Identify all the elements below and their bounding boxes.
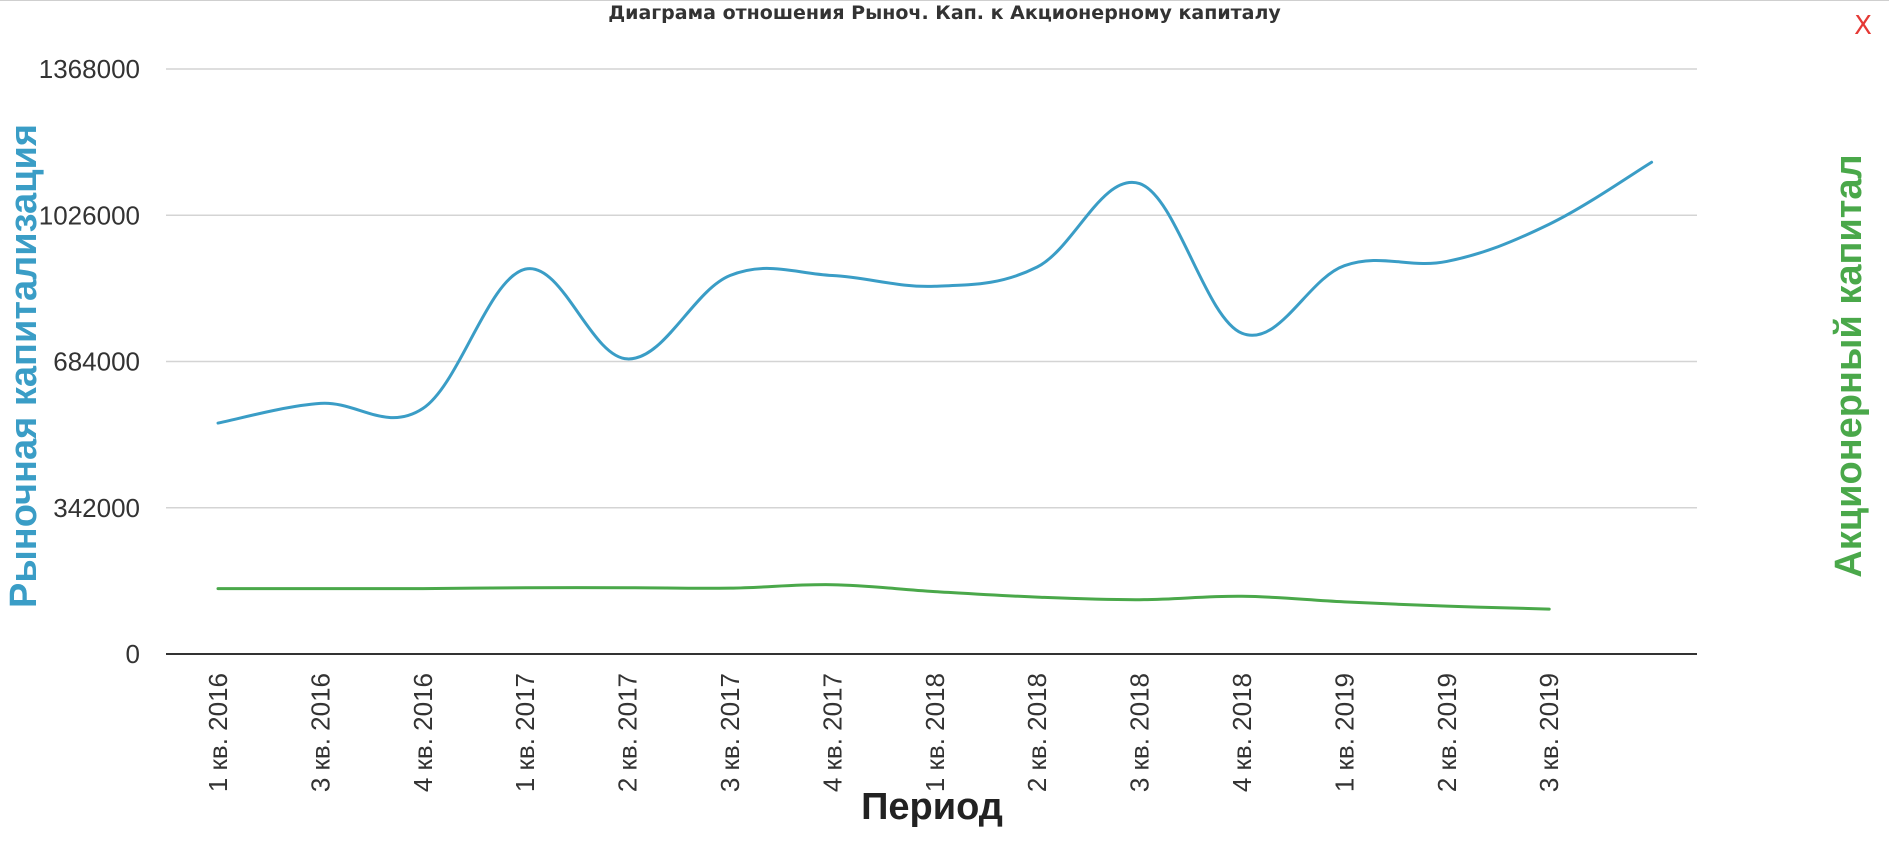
- x-tick-label: 3 кв. 2017: [715, 673, 745, 792]
- y-tick-label: 684000: [53, 347, 140, 377]
- equity-series-line: [216, 583, 1551, 611]
- x-tick-label: 3 кв. 2019: [1534, 673, 1564, 792]
- x-axis-title: Период: [861, 786, 1003, 828]
- x-tick-label: 1 кв. 2018: [920, 673, 950, 792]
- x-tick-label: 4 кв. 2017: [817, 673, 847, 792]
- x-tick-label: 4 кв. 2016: [408, 673, 438, 792]
- x-tick-label: 2 кв. 2018: [1022, 673, 1052, 792]
- x-tick-label: 4 кв. 2018: [1227, 673, 1257, 792]
- y-tick-label: 342000: [53, 493, 140, 523]
- y-tick-label: 0: [126, 639, 140, 669]
- left-y-axis-title: Рыночная капитализация: [3, 124, 45, 608]
- x-tick-label: 3 кв. 2018: [1125, 673, 1155, 792]
- y-tick-label: 1368000: [39, 54, 140, 84]
- right-y-axis-title: Акционерный капитал: [1828, 154, 1870, 577]
- grid-lines: [166, 68, 1697, 655]
- x-tick-label: 3 кв. 2016: [305, 673, 335, 792]
- close-button[interactable]: X: [1851, 11, 1875, 41]
- x-tick-label: 1 кв. 2019: [1329, 673, 1359, 792]
- market-cap-series-line: [216, 160, 1654, 425]
- axis-labels: Период Рыночная капитализация Акционерный …: [3, 124, 1870, 828]
- y-axis-ticks: 0 342000 684000 1026000 1368000: [39, 54, 140, 669]
- y-tick-label: 1026000: [39, 200, 140, 230]
- x-tick-label: 1 кв. 2017: [510, 673, 540, 792]
- chart-title: Диаграма отношения Рыноч. Кап. к Акционе…: [608, 2, 1281, 24]
- x-axis-ticks: 1 кв. 2016 3 кв. 2016 4 кв. 2016 1 кв. 2017…: [203, 673, 1564, 792]
- x-tick-label: 2 кв. 2017: [613, 673, 643, 792]
- series-lines: [216, 160, 1654, 611]
- x-tick-label: 1 кв. 2016: [203, 673, 233, 792]
- x-tick-label: 2 кв. 2019: [1432, 673, 1462, 792]
